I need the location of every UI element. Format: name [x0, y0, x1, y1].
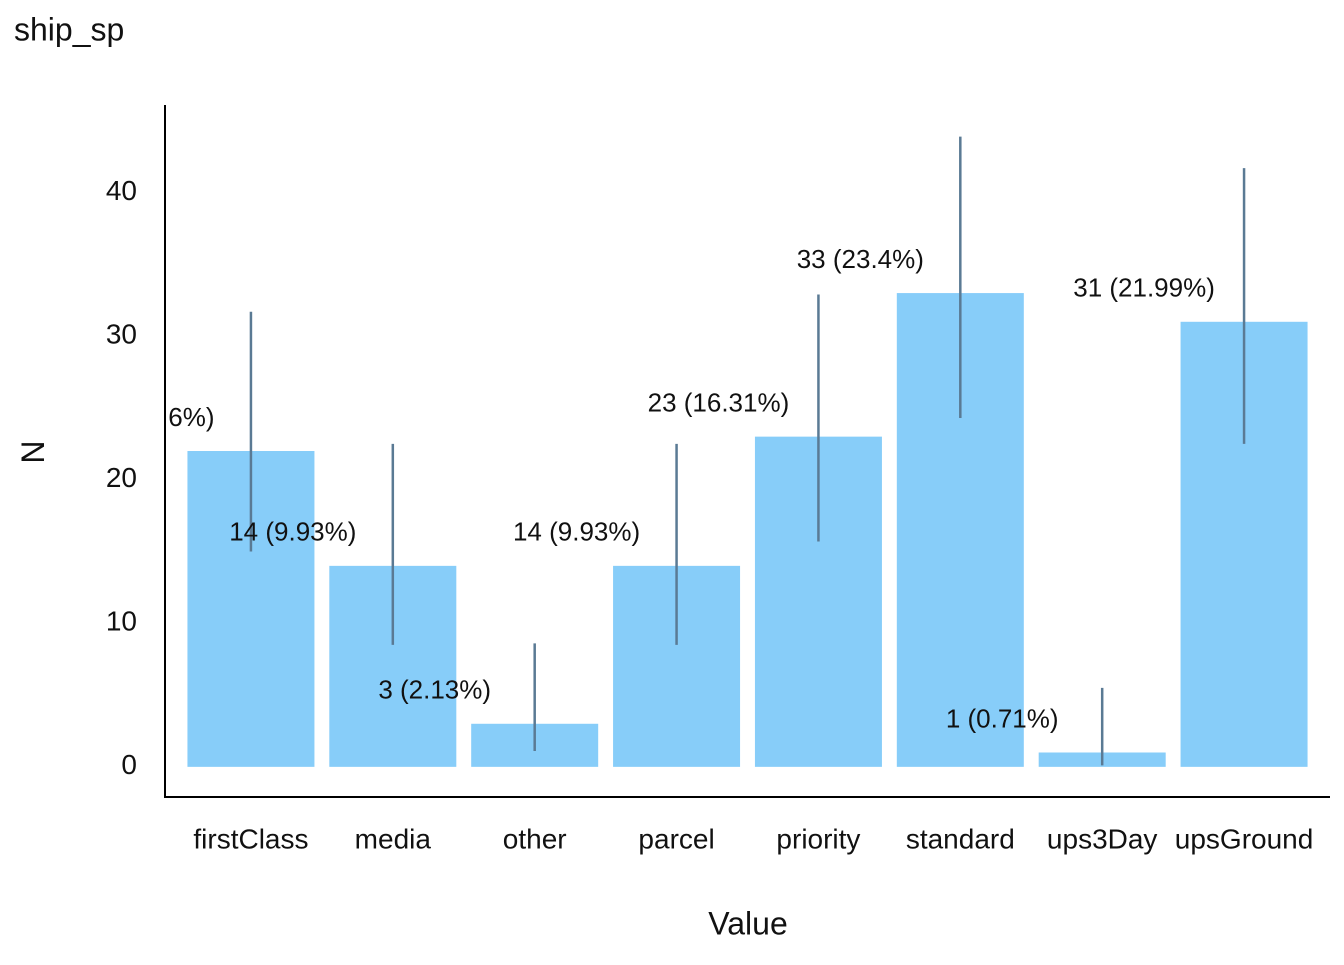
- value-label: 3 (2.13%): [378, 675, 491, 705]
- x-tick-label: parcel: [638, 823, 714, 854]
- y-tick-label: 10: [106, 606, 137, 637]
- y-tick-label: 0: [121, 749, 137, 780]
- chart-title: ship_sp: [14, 11, 124, 47]
- x-tick-label: ups3Day: [1047, 823, 1158, 854]
- x-tick-label: firstClass: [193, 823, 308, 854]
- value-label: 22 (15.6%): [87, 402, 214, 432]
- x-tick-label: upsGround: [1175, 823, 1314, 854]
- x-axis-title: Value: [708, 905, 787, 941]
- value-label: 1 (0.71%): [946, 703, 1059, 733]
- y-tick-label: 40: [106, 175, 137, 206]
- y-tick-label: 30: [106, 319, 137, 350]
- y-axis-title: N: [15, 440, 51, 463]
- value-label: 14 (9.93%): [229, 517, 356, 547]
- bars-group: 22 (15.6%) 14 (9.93%) 3 (2.13%) 14 (9.93%) 2…: [87, 136, 1308, 767]
- value-label: 23 (16.31%): [648, 388, 790, 418]
- value-label: 33 (23.4%): [797, 244, 924, 274]
- y-tick-label: 20: [106, 462, 137, 493]
- x-tick-label: priority: [776, 823, 860, 854]
- value-label: 31 (21.99%): [1073, 273, 1215, 303]
- x-tick-label: media: [355, 823, 432, 854]
- x-tick-label: other: [503, 823, 567, 854]
- x-tick-label: standard: [906, 823, 1015, 854]
- value-label: 14 (9.93%): [513, 517, 640, 547]
